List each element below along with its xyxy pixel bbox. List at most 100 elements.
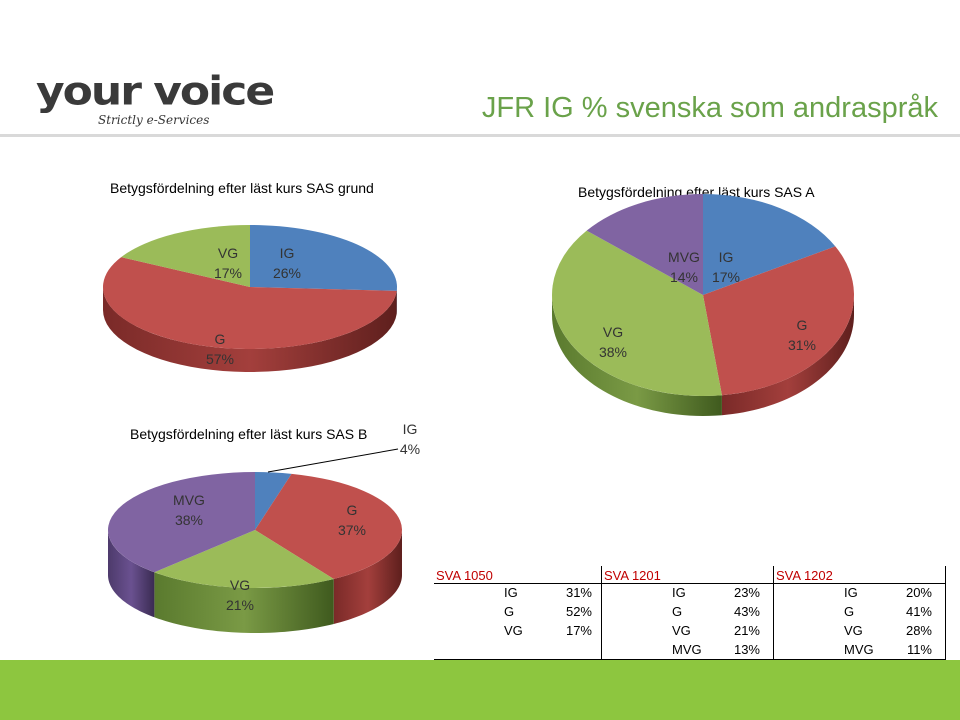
pie-slice-vg [121, 225, 250, 287]
table-row: MVG 13% [602, 642, 762, 661]
grade-percent: 21% [733, 623, 760, 638]
slice-label-value: 14% [670, 269, 698, 285]
slice-label-value: 17% [712, 269, 740, 285]
grade-label: MVG [844, 642, 874, 657]
chart-title-sas-grund: Betygsfördelning efter läst kurs SAS gru… [110, 180, 374, 196]
table-row: VG 21% [602, 623, 762, 642]
pie-side-g [103, 287, 397, 372]
grade-percent: 43% [733, 604, 760, 619]
grade-label: G [672, 604, 683, 619]
slice-label-name: VG [603, 324, 623, 340]
pie-slice-g [255, 473, 402, 579]
slice-label-value: 26% [273, 265, 301, 281]
pie-side-vg [552, 295, 722, 416]
slice-label-name: G [215, 331, 226, 347]
pie-side-g [721, 295, 854, 416]
grade-percent: 23% [733, 585, 760, 600]
table-bottom-rule [434, 659, 946, 660]
grade-percent: 31% [565, 585, 592, 600]
table-header-rule [434, 583, 946, 584]
slice-label-value: 37% [338, 522, 366, 538]
grade-percent: 52% [565, 604, 592, 619]
pie-side-vg [154, 572, 334, 633]
slice-label-name: IG [280, 245, 295, 261]
grade-percent: 28% [905, 623, 932, 638]
grade-label: IG [672, 585, 686, 600]
pie-labels: IG 26% G 57% VG 17% IG 17% G 31% VG 38% MVG 14% IG 4% G 3… [173, 245, 816, 613]
table-row: MVG 11% [774, 642, 934, 661]
slice-label-name: G [347, 502, 358, 518]
slice-label-value: 31% [788, 337, 816, 353]
grade-percent: 41% [905, 604, 932, 619]
slide-title: JFR IG % svenska som andraspråk [481, 92, 938, 124]
slice-label-value: 4% [400, 441, 420, 457]
table-row: VG 28% [774, 623, 934, 642]
slice-label-value: 17% [214, 265, 242, 281]
grade-label: MVG [672, 642, 702, 657]
pie-slice-g [102, 257, 397, 350]
table-row: IG 20% [774, 585, 934, 604]
pie-slice-mvg [108, 472, 255, 573]
column-divider [945, 566, 946, 660]
pie-slice-g [703, 246, 854, 396]
table-row: G 41% [774, 604, 934, 623]
your-voice-logo: your voice Strictly e-Services [22, 72, 275, 132]
grade-label: VG [672, 623, 691, 638]
grade-percent: 11% [906, 642, 932, 657]
logo-tagline: Strictly e-Services [98, 113, 210, 127]
pie-slice-vg [552, 230, 722, 396]
column-divider [773, 566, 774, 660]
leader-line-ig [267, 448, 399, 473]
pie-side-g [333, 530, 402, 624]
grade-label: VG [844, 623, 863, 638]
logo-wordmark: your voice [36, 68, 275, 115]
table-row: IG 31% [434, 585, 594, 604]
table-row: IG 23% [602, 585, 762, 604]
slice-label-name: MVG [668, 249, 700, 265]
pie-sas-grund [102, 225, 398, 372]
pie-slice-ig [255, 472, 292, 530]
slide-header [0, 0, 960, 136]
table-column-sva-1050: SVA 1050 IG 31% G 52% VG 17% [434, 566, 604, 660]
column-header: SVA 1202 [776, 568, 833, 583]
slice-label-value: 38% [175, 512, 203, 528]
grade-percent: 17% [565, 623, 592, 638]
pie-slice-mvg [586, 194, 703, 295]
pie-sas-a [552, 194, 854, 416]
slice-label-name: IG [719, 249, 734, 265]
slice-label-value: 38% [599, 344, 627, 360]
table-row: G 43% [602, 604, 762, 623]
chart-title-sas-b: Betygsfördelning efter läst kurs SAS B [130, 426, 367, 442]
pie-slice-ig [250, 225, 398, 291]
table-row: G 52% [434, 604, 594, 623]
grade-label: VG [504, 623, 523, 638]
pie-slice-ig [703, 194, 836, 295]
grade-label: G [844, 604, 855, 619]
column-divider [601, 566, 602, 660]
pie-sas-b [108, 472, 402, 633]
grade-table: SVA 1050 IG 31% G 52% VG 17% SVA 1201 IG 23%… [434, 566, 946, 660]
pie-side-mvg [108, 530, 155, 618]
header-divider [0, 134, 960, 137]
grade-percent: 20% [905, 585, 932, 600]
chart-title-sas-a: Betygsfördelning efter läst kurs SAS A [578, 184, 815, 200]
grade-label: IG [844, 585, 858, 600]
pie-slice-vg [154, 530, 334, 588]
slice-label-name: MVG [173, 492, 205, 508]
slice-label-name: VG [230, 577, 250, 593]
slice-label-value: 21% [226, 597, 254, 613]
footer-bar [0, 660, 960, 720]
table-column-sva-1201: SVA 1201 IG 23% G 43% VG 21% MVG 13% [602, 566, 772, 660]
slice-label-name: VG [218, 245, 238, 261]
grade-label: IG [504, 585, 518, 600]
table-row: VG 17% [434, 623, 594, 642]
slice-label-value: 57% [206, 351, 234, 367]
column-header: SVA 1201 [604, 568, 661, 583]
slice-label-name: IG [403, 421, 418, 437]
grade-label: G [504, 604, 515, 619]
grade-percent: 13% [733, 642, 760, 657]
slice-label-name: G [797, 317, 808, 333]
column-header: SVA 1050 [436, 568, 493, 583]
table-column-sva-1202: SVA 1202 IG 20% G 41% VG 28% MVG 11% [774, 566, 944, 660]
